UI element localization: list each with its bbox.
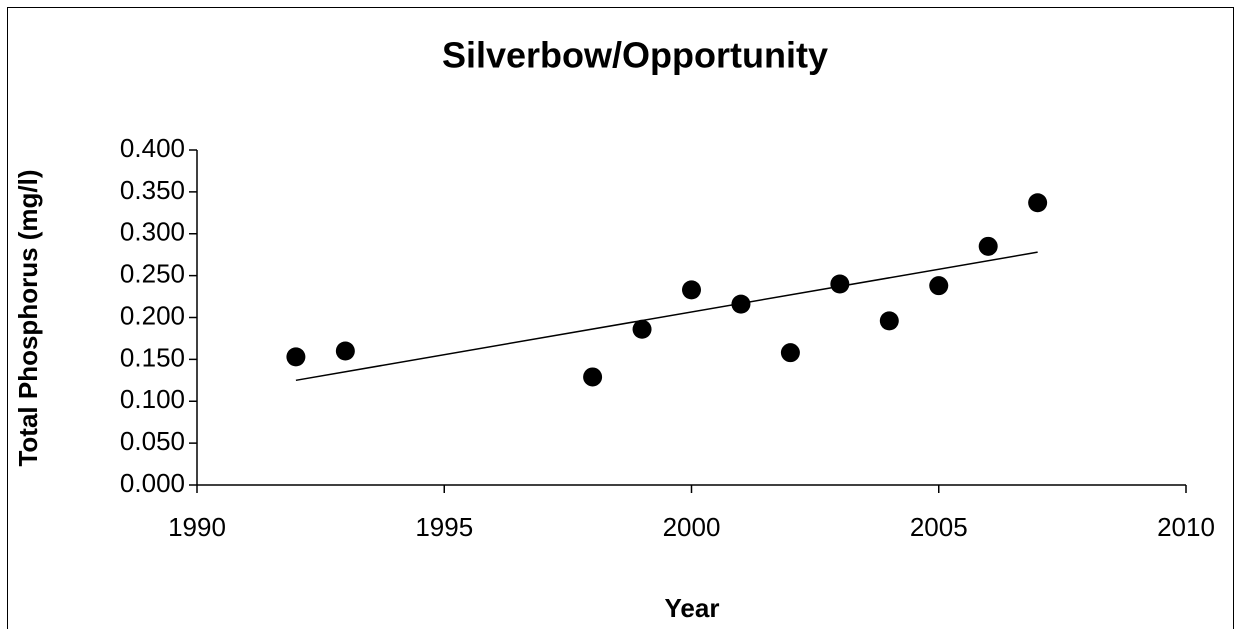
x-tick-label: 2010 (1157, 512, 1215, 542)
y-tick-label: 0.200 (120, 300, 185, 330)
y-tick-label: 0.150 (120, 342, 185, 372)
data-point (978, 236, 998, 256)
x-tick-label: 1995 (415, 512, 473, 542)
data-point (583, 367, 603, 387)
data-point (929, 276, 949, 296)
data-point (731, 294, 751, 314)
data-point (632, 319, 652, 339)
data-point (286, 347, 306, 367)
x-tick-label: 2000 (663, 512, 721, 542)
data-point (1028, 193, 1048, 213)
chart-title: Silverbow/Opportunity (442, 35, 828, 76)
y-tick-label: 0.300 (120, 217, 185, 247)
y-tick-label: 0.000 (120, 468, 185, 498)
y-tick-label: 0.050 (120, 426, 185, 456)
chart-border (7, 7, 1234, 629)
y-tick-label: 0.250 (120, 259, 185, 289)
x-axis-label: Year (665, 593, 720, 623)
data-point (780, 343, 800, 363)
data-point (682, 280, 701, 300)
data-point (335, 341, 355, 361)
data-point (830, 274, 850, 294)
data-point (879, 311, 899, 331)
trendline (295, 251, 1038, 382)
y-tick-label: 0.100 (120, 384, 185, 414)
x-tick-label: 1990 (168, 512, 226, 542)
y-tick-label: 0.400 (120, 133, 185, 163)
y-axis-label: Total Phosphorus (mg/l) (13, 169, 43, 466)
x-tick-label: 2005 (910, 512, 968, 542)
y-tick-label: 0.350 (120, 175, 185, 205)
